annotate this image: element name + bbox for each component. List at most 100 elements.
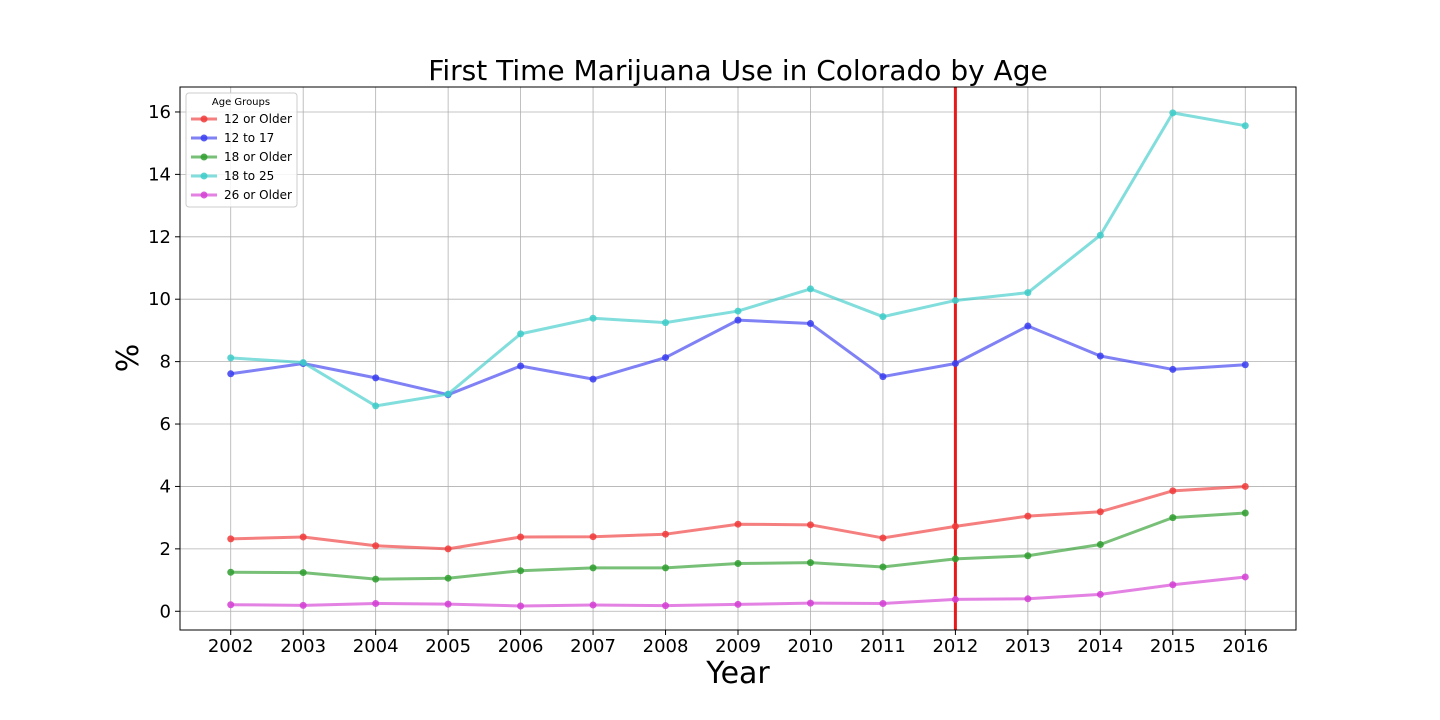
- legend-marker: [200, 115, 208, 123]
- x-tick-label: 2016: [1222, 636, 1268, 657]
- data-point-18-to-25: [951, 296, 959, 304]
- data-point-12-or-older: [444, 545, 452, 553]
- data-point-12-to-17: [951, 359, 959, 367]
- legend-marker: [200, 172, 208, 180]
- legend-marker: [200, 134, 208, 142]
- data-point-12-or-older: [372, 542, 380, 550]
- data-point-12-to-17: [879, 373, 887, 381]
- x-tick-label: 2005: [425, 636, 471, 657]
- data-point-26-or-older: [227, 601, 235, 609]
- data-point-12-to-17: [227, 370, 235, 378]
- series-12-or-older: [227, 482, 1249, 553]
- y-axis-ticks: 0 2 4 6 8 10 12 14 16: [148, 102, 180, 622]
- legend-label: 18 or Older: [224, 150, 292, 164]
- data-point-26-or-older: [1241, 573, 1249, 581]
- data-point-12-to-17: [1024, 322, 1032, 330]
- data-point-18-or-older: [372, 575, 380, 583]
- legend-marker: [200, 153, 208, 161]
- data-point-12-or-older: [662, 530, 670, 538]
- data-point-26-or-older: [662, 602, 670, 610]
- legend-marker: [200, 191, 208, 199]
- data-point-18-to-25: [1241, 122, 1249, 130]
- data-point-26-or-older: [806, 599, 814, 607]
- data-point-12-or-older: [517, 533, 525, 541]
- data-point-12-to-17: [806, 320, 814, 328]
- data-point-26-or-older: [589, 601, 597, 609]
- chart-title: First Time Marijuana Use in Colorado by …: [428, 54, 1047, 87]
- data-point-18-to-25: [517, 330, 525, 338]
- series-layer: [227, 109, 1249, 610]
- x-tick-label: 2010: [788, 636, 834, 657]
- data-point-18-or-older: [806, 559, 814, 567]
- data-point-18-or-older: [879, 563, 887, 571]
- data-point-18-to-25: [227, 354, 235, 362]
- legend-label: 18 to 25: [224, 169, 274, 183]
- data-point-12-or-older: [1241, 482, 1249, 490]
- series-12-to-17: [227, 316, 1249, 399]
- legend-label: 12 to 17: [224, 131, 274, 145]
- x-tick-label: 2014: [1077, 636, 1123, 657]
- legend-item-18-or-older: 18 or Older: [191, 150, 292, 164]
- data-point-18-to-25: [444, 390, 452, 398]
- legend-label: 12 or Older: [224, 112, 292, 126]
- data-point-12-to-17: [372, 374, 380, 382]
- data-point-26-or-older: [1169, 581, 1177, 589]
- x-tick-label: 2007: [570, 636, 616, 657]
- data-point-26-or-older: [517, 602, 525, 610]
- data-point-26-or-older: [879, 599, 887, 607]
- data-point-26-or-older: [1096, 590, 1104, 598]
- data-point-12-or-older: [806, 521, 814, 529]
- x-tick-label: 2003: [280, 636, 326, 657]
- x-axis-ticks: 2002 2003 2004 2005 2006 2007 2008 2009 2010 2011…: [208, 630, 1268, 657]
- data-point-18-to-25: [1024, 289, 1032, 297]
- data-point-26-or-older: [372, 599, 380, 607]
- y-tick-label: 10: [148, 289, 171, 310]
- x-tick-label: 2008: [643, 636, 689, 657]
- x-tick-label: 2011: [860, 636, 906, 657]
- y-tick-label: 6: [160, 414, 171, 435]
- data-point-12-or-older: [589, 533, 597, 541]
- data-point-18-to-25: [299, 359, 307, 367]
- data-point-12-or-older: [1096, 508, 1104, 516]
- x-axis-label: Year: [705, 656, 770, 691]
- y-tick-label: 12: [148, 227, 171, 248]
- x-tick-label: 2013: [1005, 636, 1051, 657]
- data-point-12-or-older: [1024, 512, 1032, 520]
- data-point-12-or-older: [951, 522, 959, 530]
- y-axis-label: %: [111, 344, 146, 373]
- data-point-12-to-17: [589, 375, 597, 383]
- data-point-18-to-25: [1169, 109, 1177, 117]
- data-point-18-or-older: [517, 567, 525, 575]
- data-point-12-or-older: [1169, 487, 1177, 495]
- data-point-18-or-older: [1241, 509, 1249, 517]
- legend-box: [185, 92, 298, 208]
- legend-item-12-or-older: 12 or Older: [191, 112, 292, 126]
- data-point-12-to-17: [662, 354, 670, 362]
- data-point-26-or-older: [951, 595, 959, 603]
- data-point-18-or-older: [227, 568, 235, 576]
- data-point-26-or-older: [299, 601, 307, 609]
- series-18-or-older: [227, 509, 1249, 583]
- data-point-12-to-17: [1241, 361, 1249, 369]
- grid: [180, 87, 1296, 630]
- data-point-26-or-older: [1024, 595, 1032, 603]
- legend-label: 26 or Older: [224, 188, 292, 202]
- data-point-12-or-older: [879, 534, 887, 542]
- data-point-18-or-older: [662, 564, 670, 572]
- data-point-12-or-older: [299, 533, 307, 541]
- data-point-12-to-17: [1096, 352, 1104, 360]
- x-tick-label: 2004: [353, 636, 399, 657]
- data-point-26-or-older: [444, 600, 452, 608]
- data-point-12-to-17: [517, 362, 525, 370]
- data-point-18-or-older: [299, 569, 307, 577]
- data-point-18-or-older: [951, 555, 959, 563]
- data-point-18-or-older: [444, 574, 452, 582]
- y-tick-label: 8: [160, 352, 171, 373]
- x-tick-label: 2002: [208, 636, 254, 657]
- legend: Age Groups 12 or Older 12 to 17 18 or Olde…: [185, 92, 298, 208]
- x-tick-label: 2012: [932, 636, 978, 657]
- data-point-12-to-17: [734, 316, 742, 324]
- y-tick-label: 2: [160, 539, 171, 560]
- data-point-26-or-older: [734, 600, 742, 608]
